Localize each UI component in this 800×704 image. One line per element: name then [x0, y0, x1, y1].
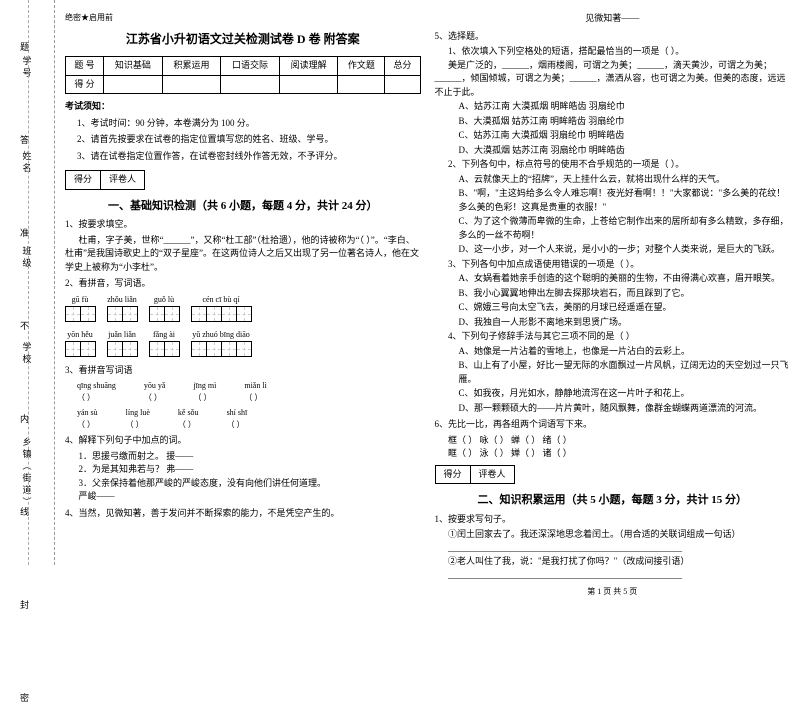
section-1-title: 一、基础知识检测（共 6 小题，每题 4 分，共计 24 分）	[65, 198, 421, 215]
q4-line: 3．父亲保持着他那严峻的严峻态度，没有向他们讲任何道理。	[65, 477, 421, 491]
q1-text: 杜甫，字子美，世称“______”，又称“杜工部”（杜拾遗），他的诗被称为“（ …	[65, 234, 421, 275]
option: A、她像是一片沾着的雪地上，也像是一片沾白的云彩上。	[459, 345, 791, 359]
q5-1-options: A、姑苏江南 大漠孤烟 明眸皓齿 羽扇纶巾 B、大漠孤烟 姑苏江南 明眸皓齿 羽…	[435, 100, 791, 157]
q5-1-stem: 1、依次填入下列空格处的短语，搭配最恰当的一项是（ ）。	[435, 45, 791, 59]
exam-title: 江苏省小升初语文过关检测试卷 D 卷 附答案	[65, 30, 421, 48]
q4b-text: 4、当然，见微知著，善于发问并不断探索的能力，不是凭空产生的。	[65, 507, 421, 521]
score-box: 得分 评卷人	[65, 170, 145, 190]
option: A、女娲看着她亲手创造的这个聪明的美丽的生物，不由得满心欢喜，眉开眼笑。	[459, 272, 791, 286]
option: B、我小心翼翼地伸出左脚去探那块岩石，而且踩到了它。	[459, 287, 791, 301]
option: D、大漠孤烟 姑苏江南 羽扇纶巾 明眸皓齿	[459, 144, 791, 158]
page-footer: 第 1 页 共 5 页	[435, 586, 791, 598]
q2-stem: 2、看拼音，写词语。	[65, 277, 421, 291]
pinyin-block: guǒ lù	[149, 294, 179, 326]
pinyin-block: fǎng ài	[149, 329, 179, 361]
score-box: 得分 评卷人	[435, 465, 515, 485]
q1-stem: 1、按要求填空。	[65, 218, 421, 232]
q6-row: 眶（ ） 泳（ ） 婵（ ） 诸（ ）	[435, 447, 791, 461]
option: A、姑苏江南 大漠孤烟 明眸皓齿 羽扇纶巾	[459, 100, 791, 114]
option: B、"啊，"主这妈给多么令人难忘啊！夜光好看啊！！"大家都说："多么美的花纹！多…	[459, 187, 791, 214]
q5-2-options: A、云就像天上的“招牌”，天上挂什么云，就将出现什么样的天气。 B、"啊，"主这…	[435, 173, 791, 257]
option: A、云就像天上的“招牌”，天上挂什么云，就将出现什么样的天气。	[459, 173, 791, 187]
table-row: 题 号 知识基础 积累运用 口语交际 阅读理解 作文题 总分	[66, 57, 421, 76]
q6-row: 框（ ） 咏（ ） 蝉（ ） 绪（ ）	[435, 434, 791, 448]
table-row: 得 分	[66, 75, 421, 94]
notice-head: 考试须知：	[65, 100, 421, 114]
pinyin-item: miǎn lì（ ）	[244, 380, 266, 404]
pinyin-grid-row: yōn hěu juǎn liǎn fǎng ài yǔ zhuó bīng d…	[65, 329, 421, 361]
q4-line: 严峻——	[65, 490, 421, 504]
q5-2-stem: 2、下列各句中，标点符号的使用不合乎规范的一项是（ ）。	[435, 158, 791, 172]
pinyin-item: qīng shuāng（ ）	[77, 380, 116, 404]
q4-stem: 4、解释下列句子中加点的词。	[65, 434, 421, 448]
pinyin-block: yōn hěu	[65, 329, 95, 361]
section-2-title: 二、知识积累运用（共 5 小题，每题 3 分，共计 15 分）	[435, 492, 791, 509]
option: D、我独自一人形影不离地来到思贤广场。	[459, 316, 791, 330]
option: D、那一颗颗硕大的——片片黄叶，随风飘舞，像群金蝴蝶两道漂流的河流。	[459, 402, 791, 416]
pinyin-block: juǎn liǎn	[107, 329, 137, 361]
pinyin-block: yǔ zhuó bīng diāo	[191, 329, 251, 361]
q5-4-options: A、她像是一片沾着的雪地上，也像是一片沾白的云彩上。 B、山上有了小屋，好比一望…	[435, 345, 791, 416]
binding-margin: 学号 姓名 班级 学校 乡镇（街道） 题 答 准 不 内 线 封 密	[0, 0, 55, 565]
notice-list: 1、考试时间：90 分钟，本卷满分为 100 分。 2、请首先按要求在试卷的指定…	[65, 117, 421, 164]
pinyin-item: kě sǒu（ ）	[178, 407, 199, 431]
q3-stem: 3、看拼音写词语	[65, 364, 421, 378]
q4-line: 1．思援弓缴而射之。 援——	[65, 450, 421, 464]
q5-3-stem: 3、下列各句中加点成语使用错误的一项是（ ）。	[435, 258, 791, 272]
secret-tag: 绝密★启用前	[65, 12, 421, 24]
pinyin-item: yōu yǎ（ ）	[144, 380, 166, 404]
score-table: 题 号 知识基础 积累运用 口语交际 阅读理解 作文题 总分 得 分	[65, 56, 421, 94]
q5-1-text: 美是广泛的，______，烟雨楼阁，可谓之为美；______，滴天黄沙，可谓之为…	[435, 59, 791, 100]
blank-line: ________________________________________…	[435, 569, 791, 583]
option: B、大漠孤烟 姑苏江南 明眸皓齿 羽扇纶巾	[459, 115, 791, 129]
binding-chars: 题 答 准 不 内 线 封 密	[20, 40, 29, 704]
option: D、这一小步，对一个人来说，是小小的一步；对整个人类来说，是巨大的飞跃。	[459, 243, 791, 257]
pinyin-block: gū fù	[65, 294, 95, 326]
pinyin-item: jīng mì（ ）	[193, 380, 216, 404]
q2-1-line: ②老人叫住了我，说："是我打扰了你吗？"（改成间接引语）	[435, 555, 791, 569]
right-header: 见微知著——	[435, 12, 791, 26]
q6-stem: 6、先比一比，再各组两个词语写下来。	[435, 418, 791, 432]
q5-4-stem: 4、下列句子修辞手法与其它三项不同的是（ ）	[435, 330, 791, 344]
pinyin-item: yán sù（ ）	[77, 407, 98, 431]
q4-line: 2．为是其知弗若与？ 弗——	[65, 463, 421, 477]
pinyin-text-row: qīng shuāng（ ） yōu yǎ（ ） jīng mì（ ） miǎn…	[77, 380, 421, 404]
pinyin-item: líng luè（ ）	[126, 407, 150, 431]
q5-3-options: A、女娲看着她亲手创造的这个聪明的美丽的生物，不由得满心欢喜，眉开眼笑。 B、我…	[435, 272, 791, 329]
option: B、山上有了小屋，好比一望无际的水面飘过一片风帆，辽阔无边的天空划过一只飞雁。	[459, 359, 791, 386]
option: C、嫦娥三号向太空飞去，美丽的月球已经遥遥在望。	[459, 301, 791, 315]
left-column: 绝密★启用前 江苏省小升初语文过关检测试卷 D 卷 附答案 题 号 知识基础 积…	[65, 12, 421, 557]
pinyin-block: zhǒu liǎn	[107, 294, 137, 326]
right-column: 见微知著—— 5、选择题。 1、依次填入下列空格处的短语，搭配最恰当的一项是（ …	[435, 12, 791, 557]
q5-stem: 5、选择题。	[435, 30, 791, 44]
list-item: 1、考试时间：90 分钟，本卷满分为 100 分。	[77, 117, 421, 131]
pinyin-item: shí shī（ ）	[227, 407, 248, 431]
pinyin-block: cén cī bù qí	[191, 294, 251, 326]
pinyin-text-row: yán sù（ ） líng luè（ ） kě sǒu（ ） shí shī（…	[77, 407, 421, 431]
option: C、为了这个微薄而卑微的生命，上苍给它制作出来的居所却有多么精致，多存细，多么的…	[459, 215, 791, 242]
main-content: 绝密★启用前 江苏省小升初语文过关检测试卷 D 卷 附答案 题 号 知识基础 积…	[55, 0, 800, 565]
q2-1-stem: 1、按要求写句子。	[435, 513, 791, 527]
q2-1-line: ①闰土回家去了。我还深深地思念着闰土。（用合适的关联词组成一句话）	[435, 528, 791, 542]
blank-line: ________________________________________…	[435, 542, 791, 556]
option: C、如我夜，月光如水，静静地流泻在这一片叶子和花上。	[459, 387, 791, 401]
list-item: 3、请在试卷指定位置作答，在试卷密封线外作答无效，不予评分。	[77, 150, 421, 164]
pinyin-grid-row: gū fù zhǒu liǎn guǒ lù cén cī bù qí	[65, 294, 421, 326]
list-item: 2、请首先按要求在试卷的指定位置填写您的姓名、班级、学号。	[77, 133, 421, 147]
option: C、姑苏江南 大漠孤烟 羽扇纶巾 明眸皓齿	[459, 129, 791, 143]
